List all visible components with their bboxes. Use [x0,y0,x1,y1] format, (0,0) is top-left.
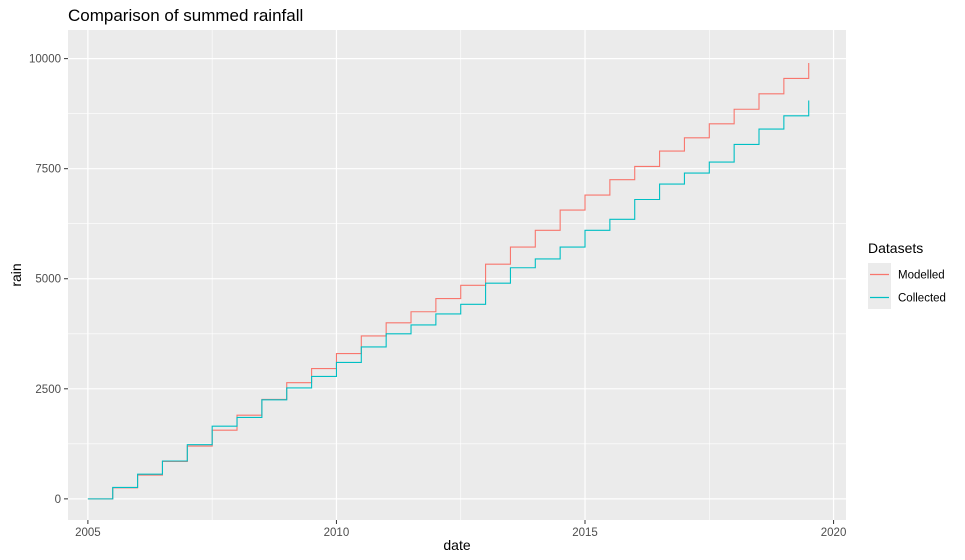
series-layer [87,63,810,500]
y-tick-label: 10000 [29,54,61,66]
y-axis-title: rain [8,263,24,286]
legend: Datasets Modelled Collected [868,240,946,309]
chart-title: Comparison of summed rainfall [68,6,303,25]
grid-major [68,30,846,520]
legend-label-collected: Collected [898,293,946,305]
x-tick-label: 2005 [75,527,101,539]
series-line-collected [87,100,810,500]
x-axis: 2005 2010 2015 2020 [75,520,846,539]
y-tick-label: 5000 [35,274,61,286]
x-tick-label: 2010 [324,527,350,539]
legend-label-modelled: Modelled [898,270,945,282]
y-tick-label: 7500 [35,164,61,176]
y-axis: 0 2500 5000 7500 10000 [29,54,68,506]
y-tick-label: 2500 [35,384,61,396]
grid-minor [68,30,846,520]
x-tick-label: 2015 [572,527,598,539]
legend-title: Datasets [868,240,923,256]
plot-panel [68,30,846,520]
x-tick-label: 2020 [821,527,847,539]
y-tick-label: 0 [55,494,61,506]
x-axis-title: date [443,537,470,553]
